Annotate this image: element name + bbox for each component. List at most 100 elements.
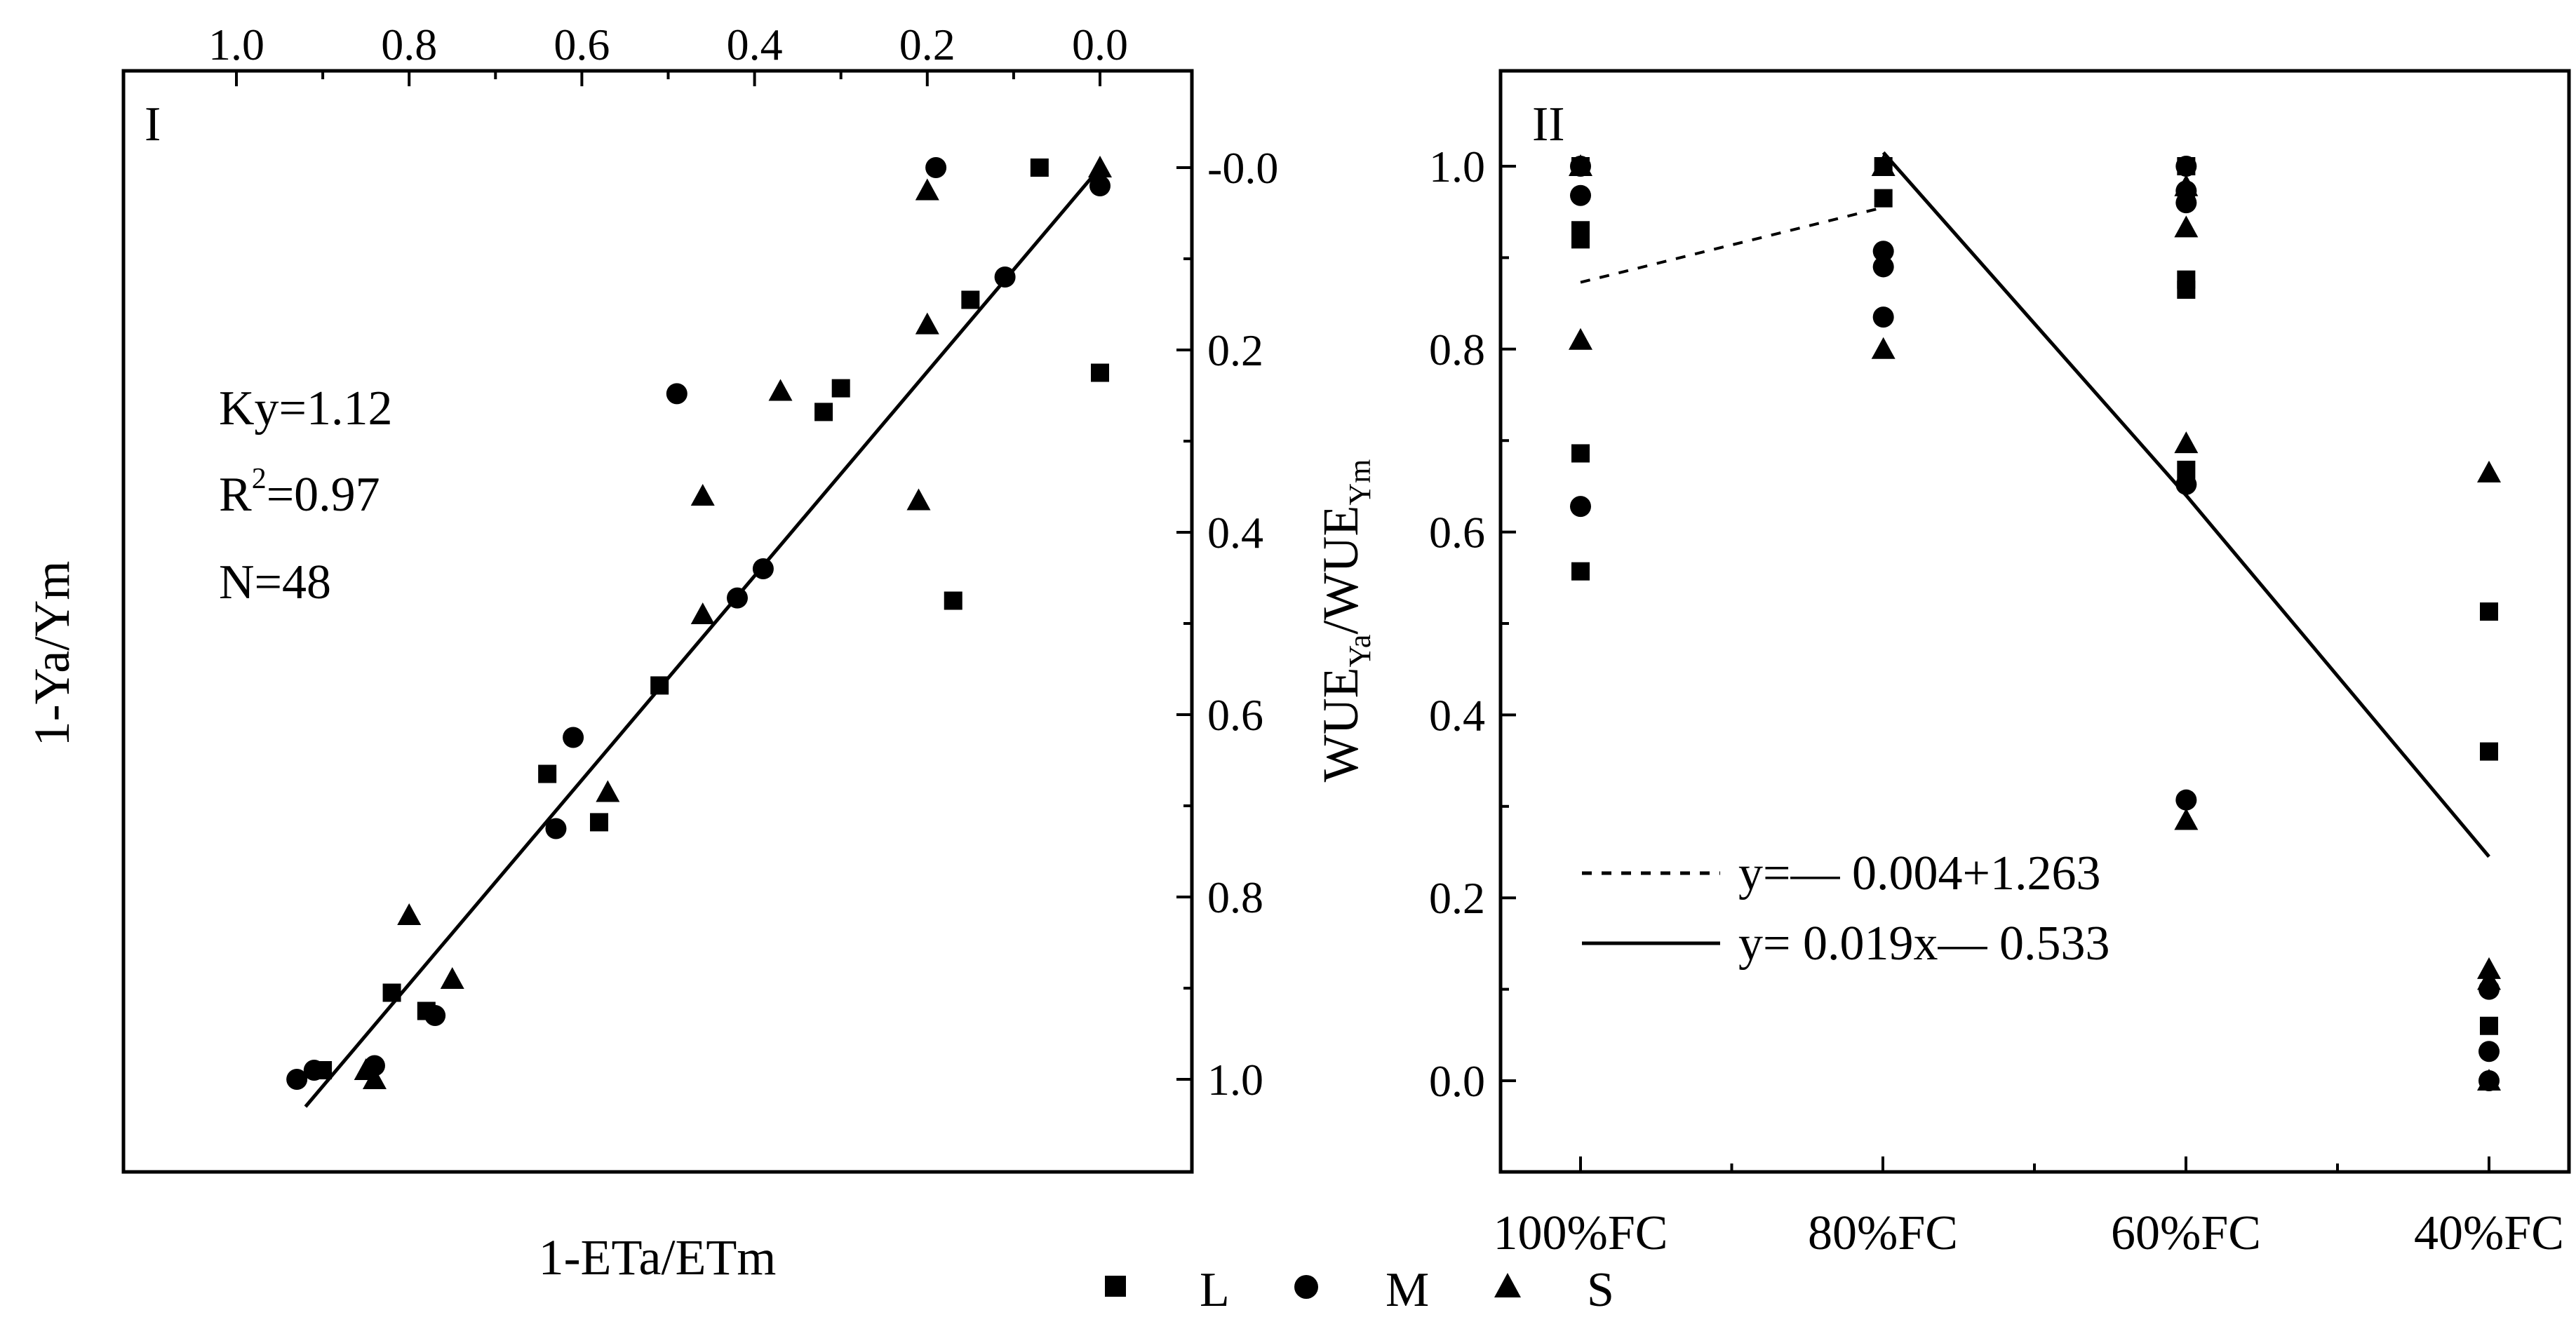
point-m (2175, 156, 2197, 177)
point-l (2177, 281, 2196, 299)
point-l (1571, 444, 1590, 463)
point-l (2480, 602, 2499, 621)
panel-1-axis-ticks (235, 71, 1192, 1081)
x-tick-label: 0.2 (899, 20, 955, 69)
panel-2-axis-ticks (1501, 165, 2490, 1172)
category-label: 100%FC (1494, 1206, 1668, 1260)
point-s (596, 780, 620, 802)
point-l (961, 290, 980, 309)
point-l (1874, 189, 1893, 208)
point-l (814, 403, 833, 421)
category-label: 80%FC (1808, 1206, 1958, 1260)
panel-1: 1.0 0.8 0.6 0.4 0.2 0.0 -0.0 0.2 0.4 0.6 0.8 1.0 I… (24, 20, 1278, 1286)
panel-1-y-axis-title: 1-Ya/Ym (24, 561, 80, 747)
point-m (2175, 192, 2197, 214)
panel-2-label: II (1532, 97, 1565, 151)
panel-1-label: I (145, 97, 161, 151)
point-s (915, 312, 939, 335)
point-l (1030, 158, 1049, 177)
y-tick-label: 0.6 (1207, 690, 1263, 740)
y-tick-label: 0.2 (1429, 873, 1485, 923)
point-m (2175, 789, 2197, 811)
panel-1-points (286, 156, 1112, 1090)
point-m (925, 157, 947, 178)
panel-2-y-axis-title: WUEYa/WUEYm (1313, 459, 1377, 783)
legend-square-marker (1105, 1276, 1126, 1297)
legend-label-l: L (1200, 1263, 1230, 1317)
point-s (2174, 808, 2199, 830)
point-l (590, 813, 609, 832)
y-tick-label: 1.0 (1429, 142, 1485, 191)
point-l (1091, 363, 1109, 382)
panel-2-frame (1498, 69, 2571, 1174)
point-l (2480, 742, 2499, 761)
fit-legend-solid-label: y= 0.019x— 0.533 (1738, 917, 2109, 971)
legend-circle-marker (1294, 1275, 1318, 1299)
x-tick-label: 1.0 (208, 20, 264, 69)
point-l (1571, 562, 1590, 581)
y-tick-label: 0.2 (1207, 325, 1263, 375)
dashed-fit-line (1580, 205, 1884, 284)
x-tick-label: 0.4 (727, 20, 783, 69)
y-tick-label: 0.8 (1207, 872, 1263, 922)
panel-2-y-tick-labels: 0.0 0.2 0.4 0.6 0.8 1.0 (1429, 142, 1485, 1106)
y-tick-label: 0.0 (1429, 1056, 1485, 1106)
panel-1-y-tick-labels: -0.0 0.2 0.4 0.6 0.8 1.0 (1207, 143, 1278, 1105)
x-tick-label: 0.8 (381, 20, 437, 69)
point-m (994, 267, 1016, 288)
panel-1-ky-annotation: Ky=1.12 (219, 382, 393, 436)
panel-1-x-tick-labels: 1.0 0.8 0.6 0.4 0.2 0.0 (208, 20, 1128, 69)
y-tick-label: -0.0 (1207, 143, 1278, 193)
panel-2-fit-lines (1580, 151, 2490, 858)
panel-1-n-annotation: N=48 (219, 555, 331, 609)
panel-1-fit-line (304, 166, 1101, 1108)
point-s (2174, 215, 2199, 238)
panel-1-r2-annotation: R2=0.97 (219, 463, 380, 522)
point-s (690, 602, 715, 624)
point-m (2478, 1041, 2500, 1062)
panel-2-category-labels: 100%FC 80%FC 60%FC 40%FC (1494, 1206, 2564, 1260)
point-s (2477, 1069, 2502, 1091)
point-m (545, 818, 567, 839)
point-l (538, 764, 557, 783)
y-tick-label: 0.4 (1207, 508, 1263, 558)
point-s (906, 488, 931, 511)
point-m (1570, 496, 1591, 518)
point-s (2477, 957, 2502, 979)
fit-legend-dashed-label: y=— 0.004+1.263 (1738, 846, 2100, 900)
point-s (1871, 337, 1896, 359)
point-s (1871, 154, 1896, 176)
point-s (1088, 156, 1112, 177)
point-l (944, 591, 962, 610)
y-tick-label: 0.4 (1429, 690, 1485, 740)
panel-2-fit-legend: y=— 0.004+1.263 y= 0.019x— 0.533 (1582, 846, 2109, 971)
point-m (303, 1060, 325, 1081)
point-m (424, 1005, 446, 1026)
x-tick-label: 0.0 (1072, 20, 1128, 69)
point-s (397, 903, 422, 925)
point-m (563, 727, 584, 748)
point-s (2174, 431, 2199, 454)
series-legend: L M S (1105, 1263, 1614, 1317)
point-m (752, 558, 774, 579)
point-l (2480, 1016, 2499, 1035)
point-s (2477, 968, 2502, 990)
point-l (650, 676, 669, 695)
category-label: 40%FC (2414, 1206, 2564, 1260)
point-s (690, 484, 715, 506)
point-m (1872, 306, 1894, 328)
y-tick-label: 1.0 (1207, 1055, 1263, 1105)
panel-2-points (1569, 154, 2502, 1091)
point-m (1570, 184, 1591, 206)
point-l (831, 379, 850, 398)
point-s (768, 379, 793, 401)
point-s (915, 178, 939, 201)
category-label: 60%FC (2111, 1206, 2261, 1260)
point-m (1089, 175, 1111, 196)
point-s (2174, 174, 2199, 196)
panel-1-x-axis-title: 1-ETa/ETm (539, 1229, 777, 1286)
point-m (2175, 473, 2197, 495)
point-s (1569, 328, 1592, 350)
panel-2: 100%FC 80%FC 60%FC 40%FC 0.0 0.2 0.4 0.6 0.8 1.0… (1313, 69, 2571, 1260)
